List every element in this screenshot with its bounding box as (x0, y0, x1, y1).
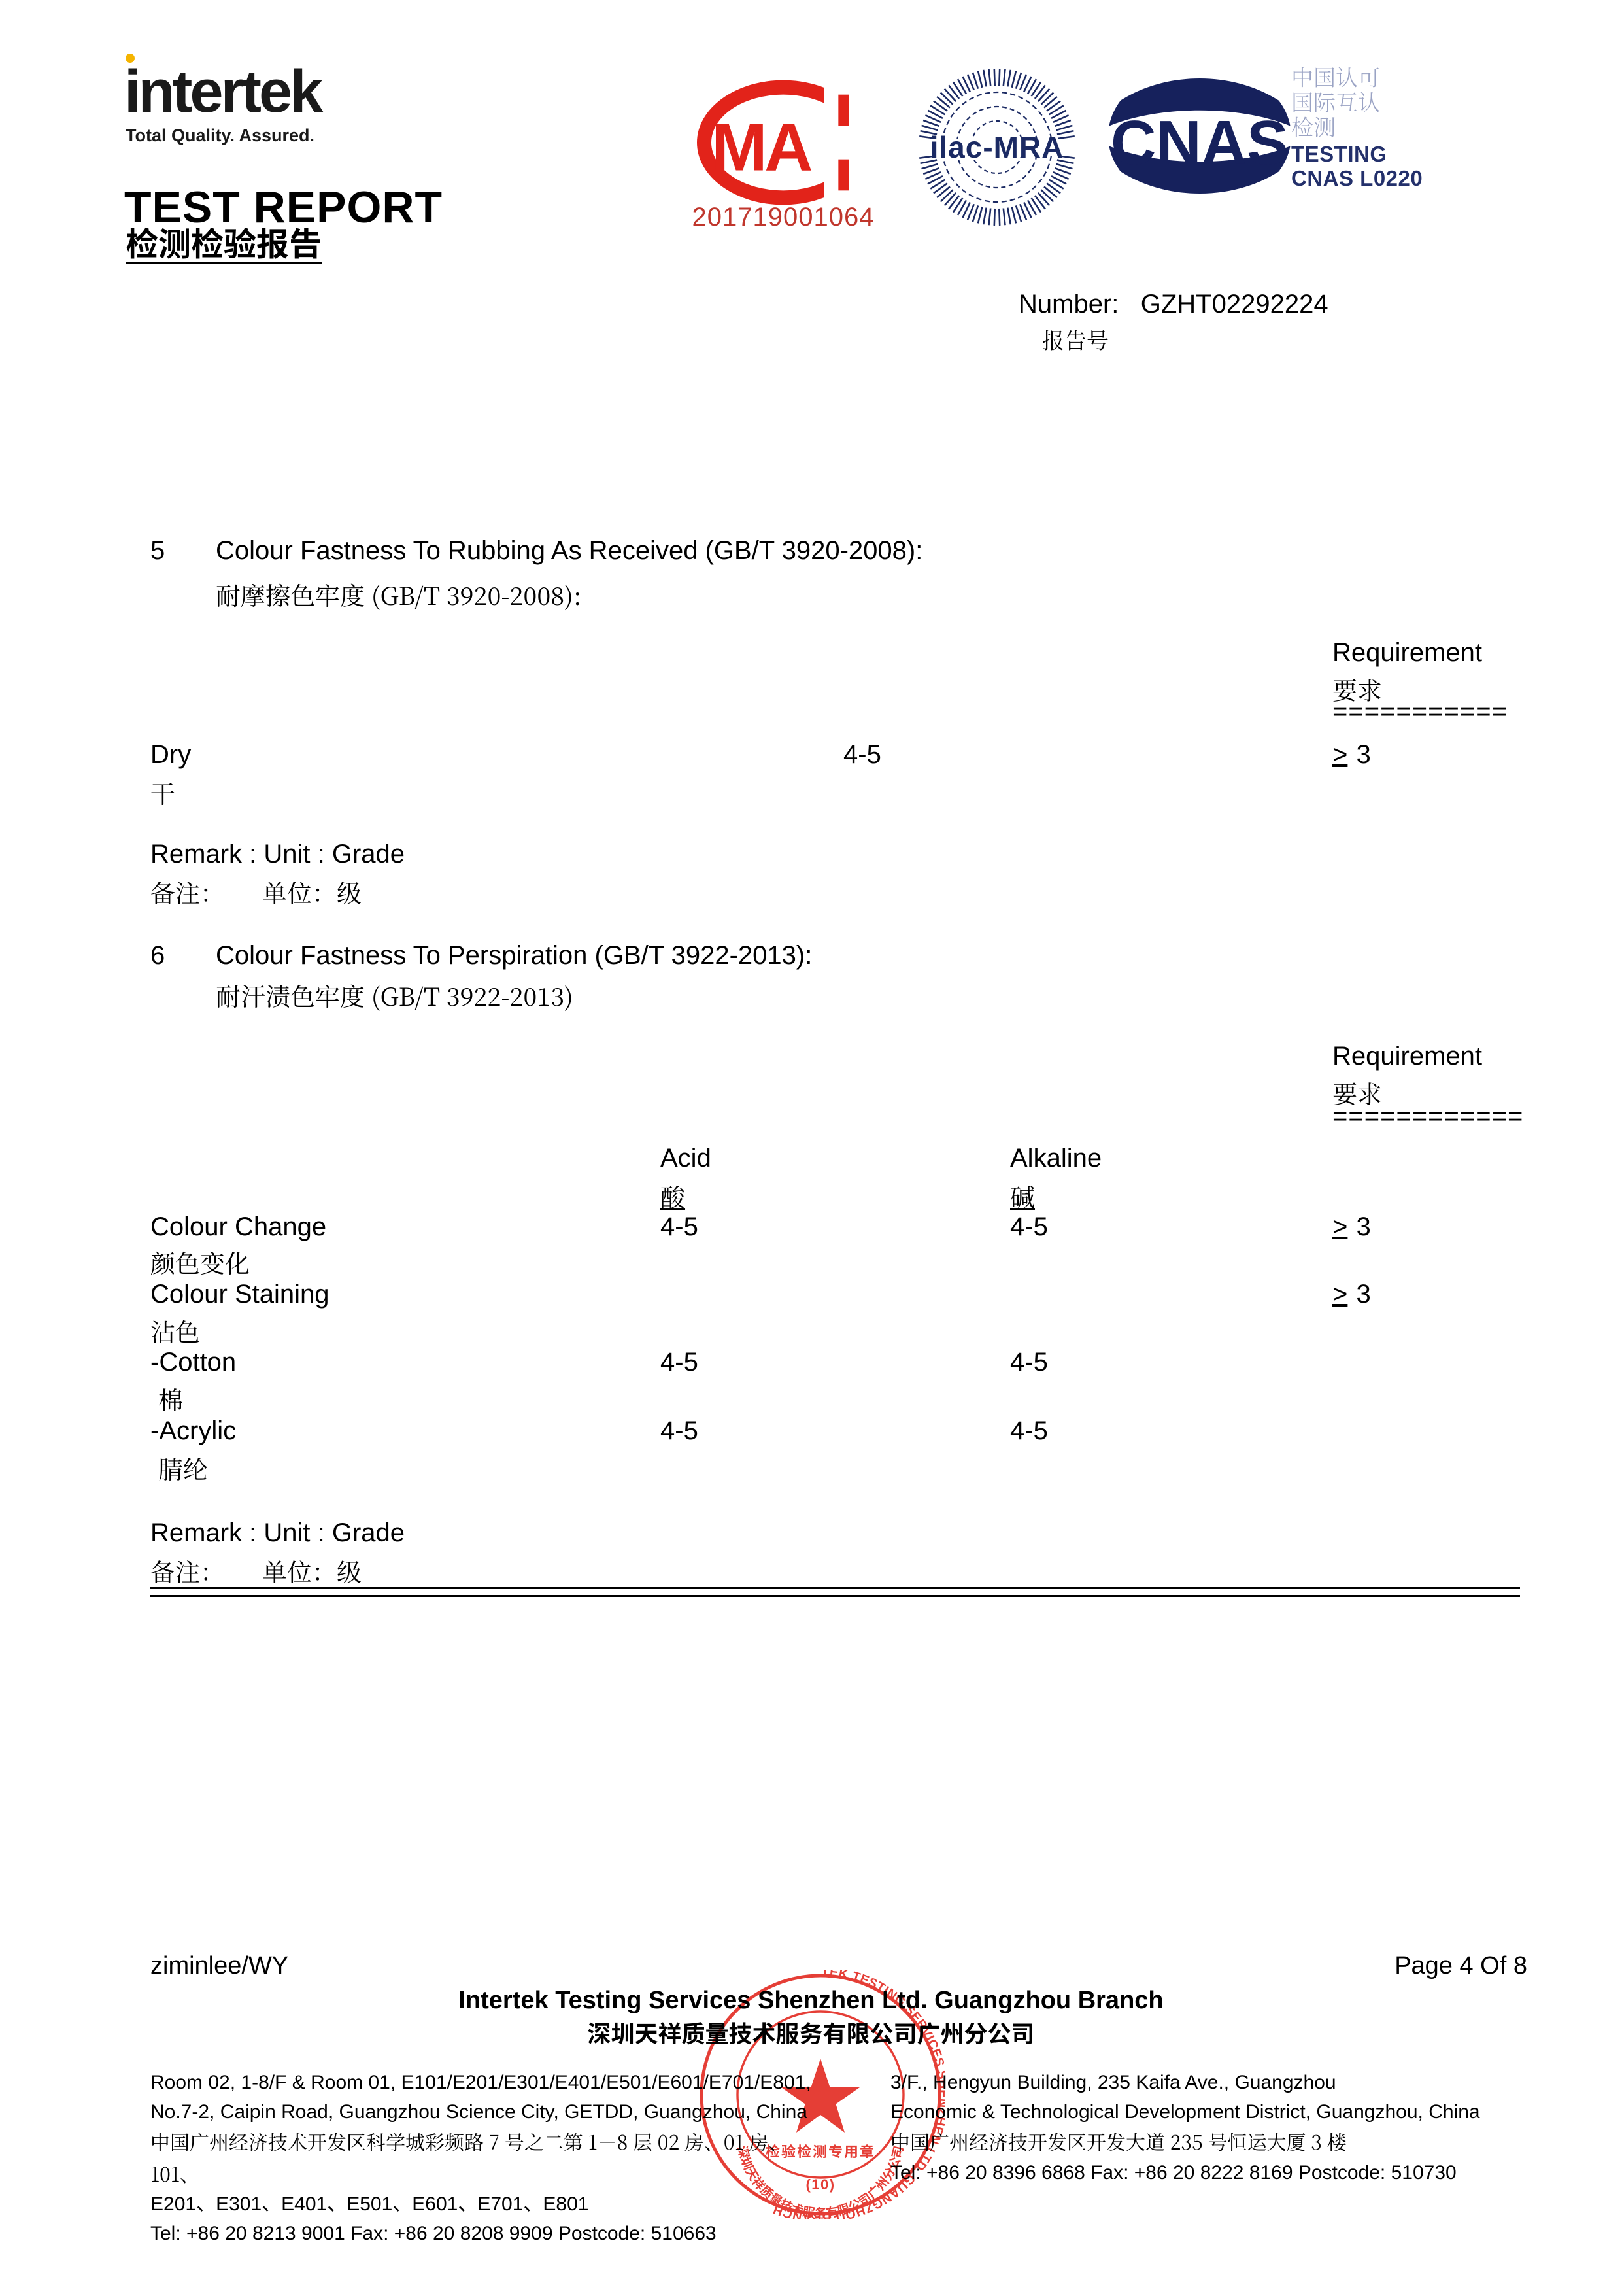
svg-text:(10): (10) (805, 2176, 835, 2193)
svg-text:MA: MA (711, 110, 811, 185)
svg-text:CNAS: CNAS (1111, 108, 1289, 178)
svg-text:检验检测专用章: 检验检测专用章 (766, 2140, 875, 2161)
svg-text:ilac-MRA: ilac-MRA (930, 130, 1064, 164)
